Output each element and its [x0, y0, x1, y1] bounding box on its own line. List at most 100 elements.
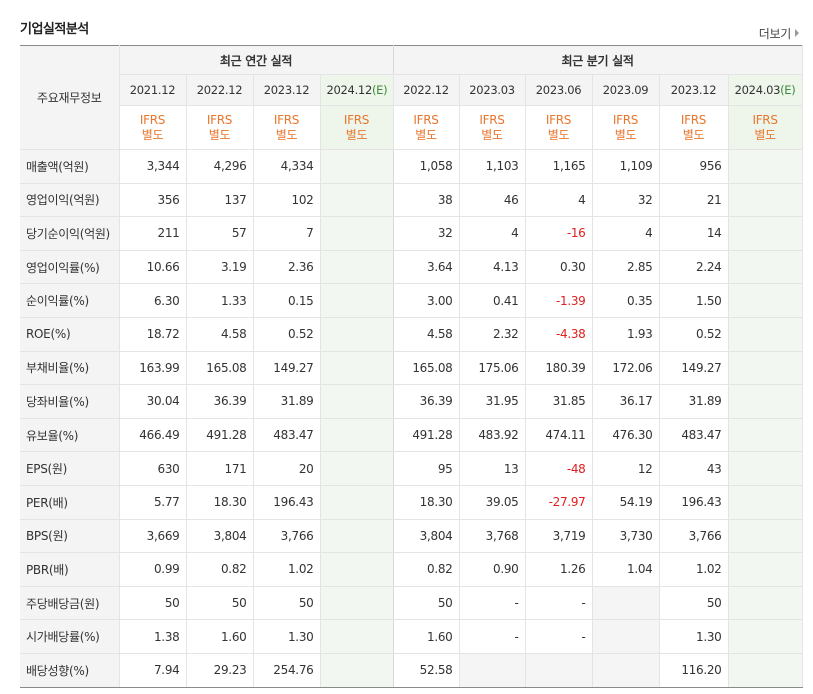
value-cell: 14: [659, 216, 729, 251]
value-cell: 30.04: [119, 384, 187, 419]
value-cell: 630: [119, 451, 187, 486]
value-cell: [320, 585, 394, 621]
value-cell: [320, 216, 394, 251]
value-cell: [592, 653, 660, 688]
date-label: 2023.06: [535, 83, 582, 97]
quarter-date-header: 2022.12: [393, 74, 460, 106]
ifrs-type: 별도: [415, 127, 437, 142]
ifrs-line: IFRS: [545, 112, 572, 127]
ifrs-type: 별도: [614, 127, 637, 142]
value-cell: [728, 653, 803, 688]
value-cell: 38: [393, 183, 460, 218]
value-cell: 165.08: [393, 350, 460, 386]
value-cell: 149.27: [253, 350, 321, 386]
more-link[interactable]: 더보기: [759, 25, 799, 42]
quarter-group-header: 최근 분기 실적: [393, 45, 803, 75]
value-cell: 165.08: [186, 350, 254, 386]
value-cell: [728, 317, 803, 352]
value-cell: 476.30: [592, 418, 660, 453]
value-cell: -48: [525, 451, 593, 486]
ifrs-standard-label: IFRS 별도: [728, 105, 803, 150]
value-cell: 36.39: [393, 384, 460, 419]
value-cell: 1.60: [393, 619, 460, 654]
value-cell: 1,109: [592, 149, 660, 184]
value-cell: 10.66: [119, 249, 187, 285]
value-cell: 163.99: [119, 350, 187, 386]
value-cell: 1.02: [253, 552, 321, 587]
value-cell: [728, 451, 803, 486]
value-cell: [728, 384, 803, 419]
value-cell: 196.43: [659, 485, 729, 520]
table-row: 당기순이익(억원) 211 57 7 32 4 -16 4 14: [20, 216, 803, 251]
value-cell: 1.93: [592, 317, 660, 352]
ifrs-line: IFRS: [206, 112, 233, 127]
row-label: ROE(%): [20, 317, 120, 352]
value-cell: 171: [186, 451, 254, 486]
value-cell: [320, 519, 394, 554]
ifrs-standard-label: IFRS 별도: [459, 105, 526, 150]
date-label: 2023.12: [263, 83, 310, 97]
ifrs-type: 별도: [682, 127, 705, 142]
ifrs-line: IFRS: [139, 112, 166, 127]
value-cell: [728, 149, 803, 184]
value-cell: 1.30: [253, 619, 321, 654]
table-row: EPS(원) 630 171 20 95 13 -48 12 43: [20, 451, 803, 486]
value-cell: 3,766: [659, 519, 729, 554]
table-row: 순이익률(%) 6.30 1.33 0.15 3.00 0.41 -1.39 0.35 1.50: [20, 283, 803, 318]
value-cell: 356: [119, 183, 187, 218]
value-cell: 491.28: [393, 418, 460, 453]
value-cell: 31.89: [253, 384, 321, 419]
ifrs-line: IFRS: [479, 112, 505, 127]
value-cell: 211: [119, 216, 187, 251]
value-cell: [728, 418, 803, 453]
corner-header: 주요재무정보: [20, 45, 120, 150]
value-cell: 1.30: [659, 619, 729, 654]
value-cell: 36.39: [186, 384, 254, 419]
value-cell: 5.77: [119, 485, 187, 520]
value-cell: 4,334: [253, 149, 321, 184]
value-cell: [320, 149, 394, 184]
value-cell: [320, 283, 394, 318]
value-cell: 3,766: [253, 519, 321, 554]
table-row: 시가배당률(%) 1.38 1.60 1.30 1.60- -1.30: [20, 619, 803, 654]
row-label: 순이익률(%): [20, 283, 120, 318]
value-cell: 21: [659, 183, 729, 218]
annual-date-header: 2024.12(E): [320, 74, 394, 106]
value-cell: 31.89: [659, 384, 729, 419]
quarter-date-header: 2023.06: [525, 74, 593, 106]
value-cell: [459, 653, 526, 688]
ifrs-type: 별도: [275, 127, 298, 142]
value-cell: 3,344: [119, 149, 187, 184]
date-label: 2024.12: [326, 83, 373, 97]
value-cell: 1,165: [525, 149, 593, 184]
value-cell: [728, 350, 803, 386]
value-cell: 3,669: [119, 519, 187, 554]
row-label: 영업이익(억원): [20, 183, 120, 218]
row-label: PER(배): [20, 485, 120, 520]
date-label: 2023.09: [602, 83, 649, 97]
value-cell: 4: [525, 183, 593, 218]
ifrs-line: IFRS: [612, 112, 639, 127]
value-cell: 32: [393, 216, 460, 251]
row-label: 배당성향(%): [20, 653, 120, 688]
quarter-date-header: 2023.12: [659, 74, 729, 106]
date-label: 2024.03: [734, 83, 781, 97]
table-row: BPS(원) 3,669 3,804 3,766 3,804 3,768 3,719 3,73…: [20, 519, 803, 554]
ifrs-type: 별도: [547, 127, 570, 142]
ifrs-line: IFRS: [680, 112, 707, 127]
row-label: 유보율(%): [20, 418, 120, 453]
row-label: BPS(원): [20, 519, 120, 554]
table-row: 영업이익률(%) 10.66 3.19 2.36 3.64 4.13 0.30 2.85 2.2…: [20, 249, 803, 285]
value-cell: 491.28: [186, 418, 254, 453]
value-cell: 39.05: [459, 485, 526, 520]
value-cell: 13: [459, 451, 526, 486]
value-cell: -16: [525, 216, 593, 251]
value-cell: 956: [659, 149, 729, 184]
value-cell: [592, 585, 660, 621]
ifrs-standard-label: IFRS 별도: [320, 105, 394, 150]
value-cell: 4.58: [393, 317, 460, 352]
value-cell: [320, 384, 394, 419]
value-cell: 18.30: [186, 485, 254, 520]
financial-table: 주요재무정보 최근 연간 실적 최근 분기 실적 2021.12 2022.12 2…: [20, 45, 803, 688]
value-cell: 52.58: [393, 653, 460, 688]
